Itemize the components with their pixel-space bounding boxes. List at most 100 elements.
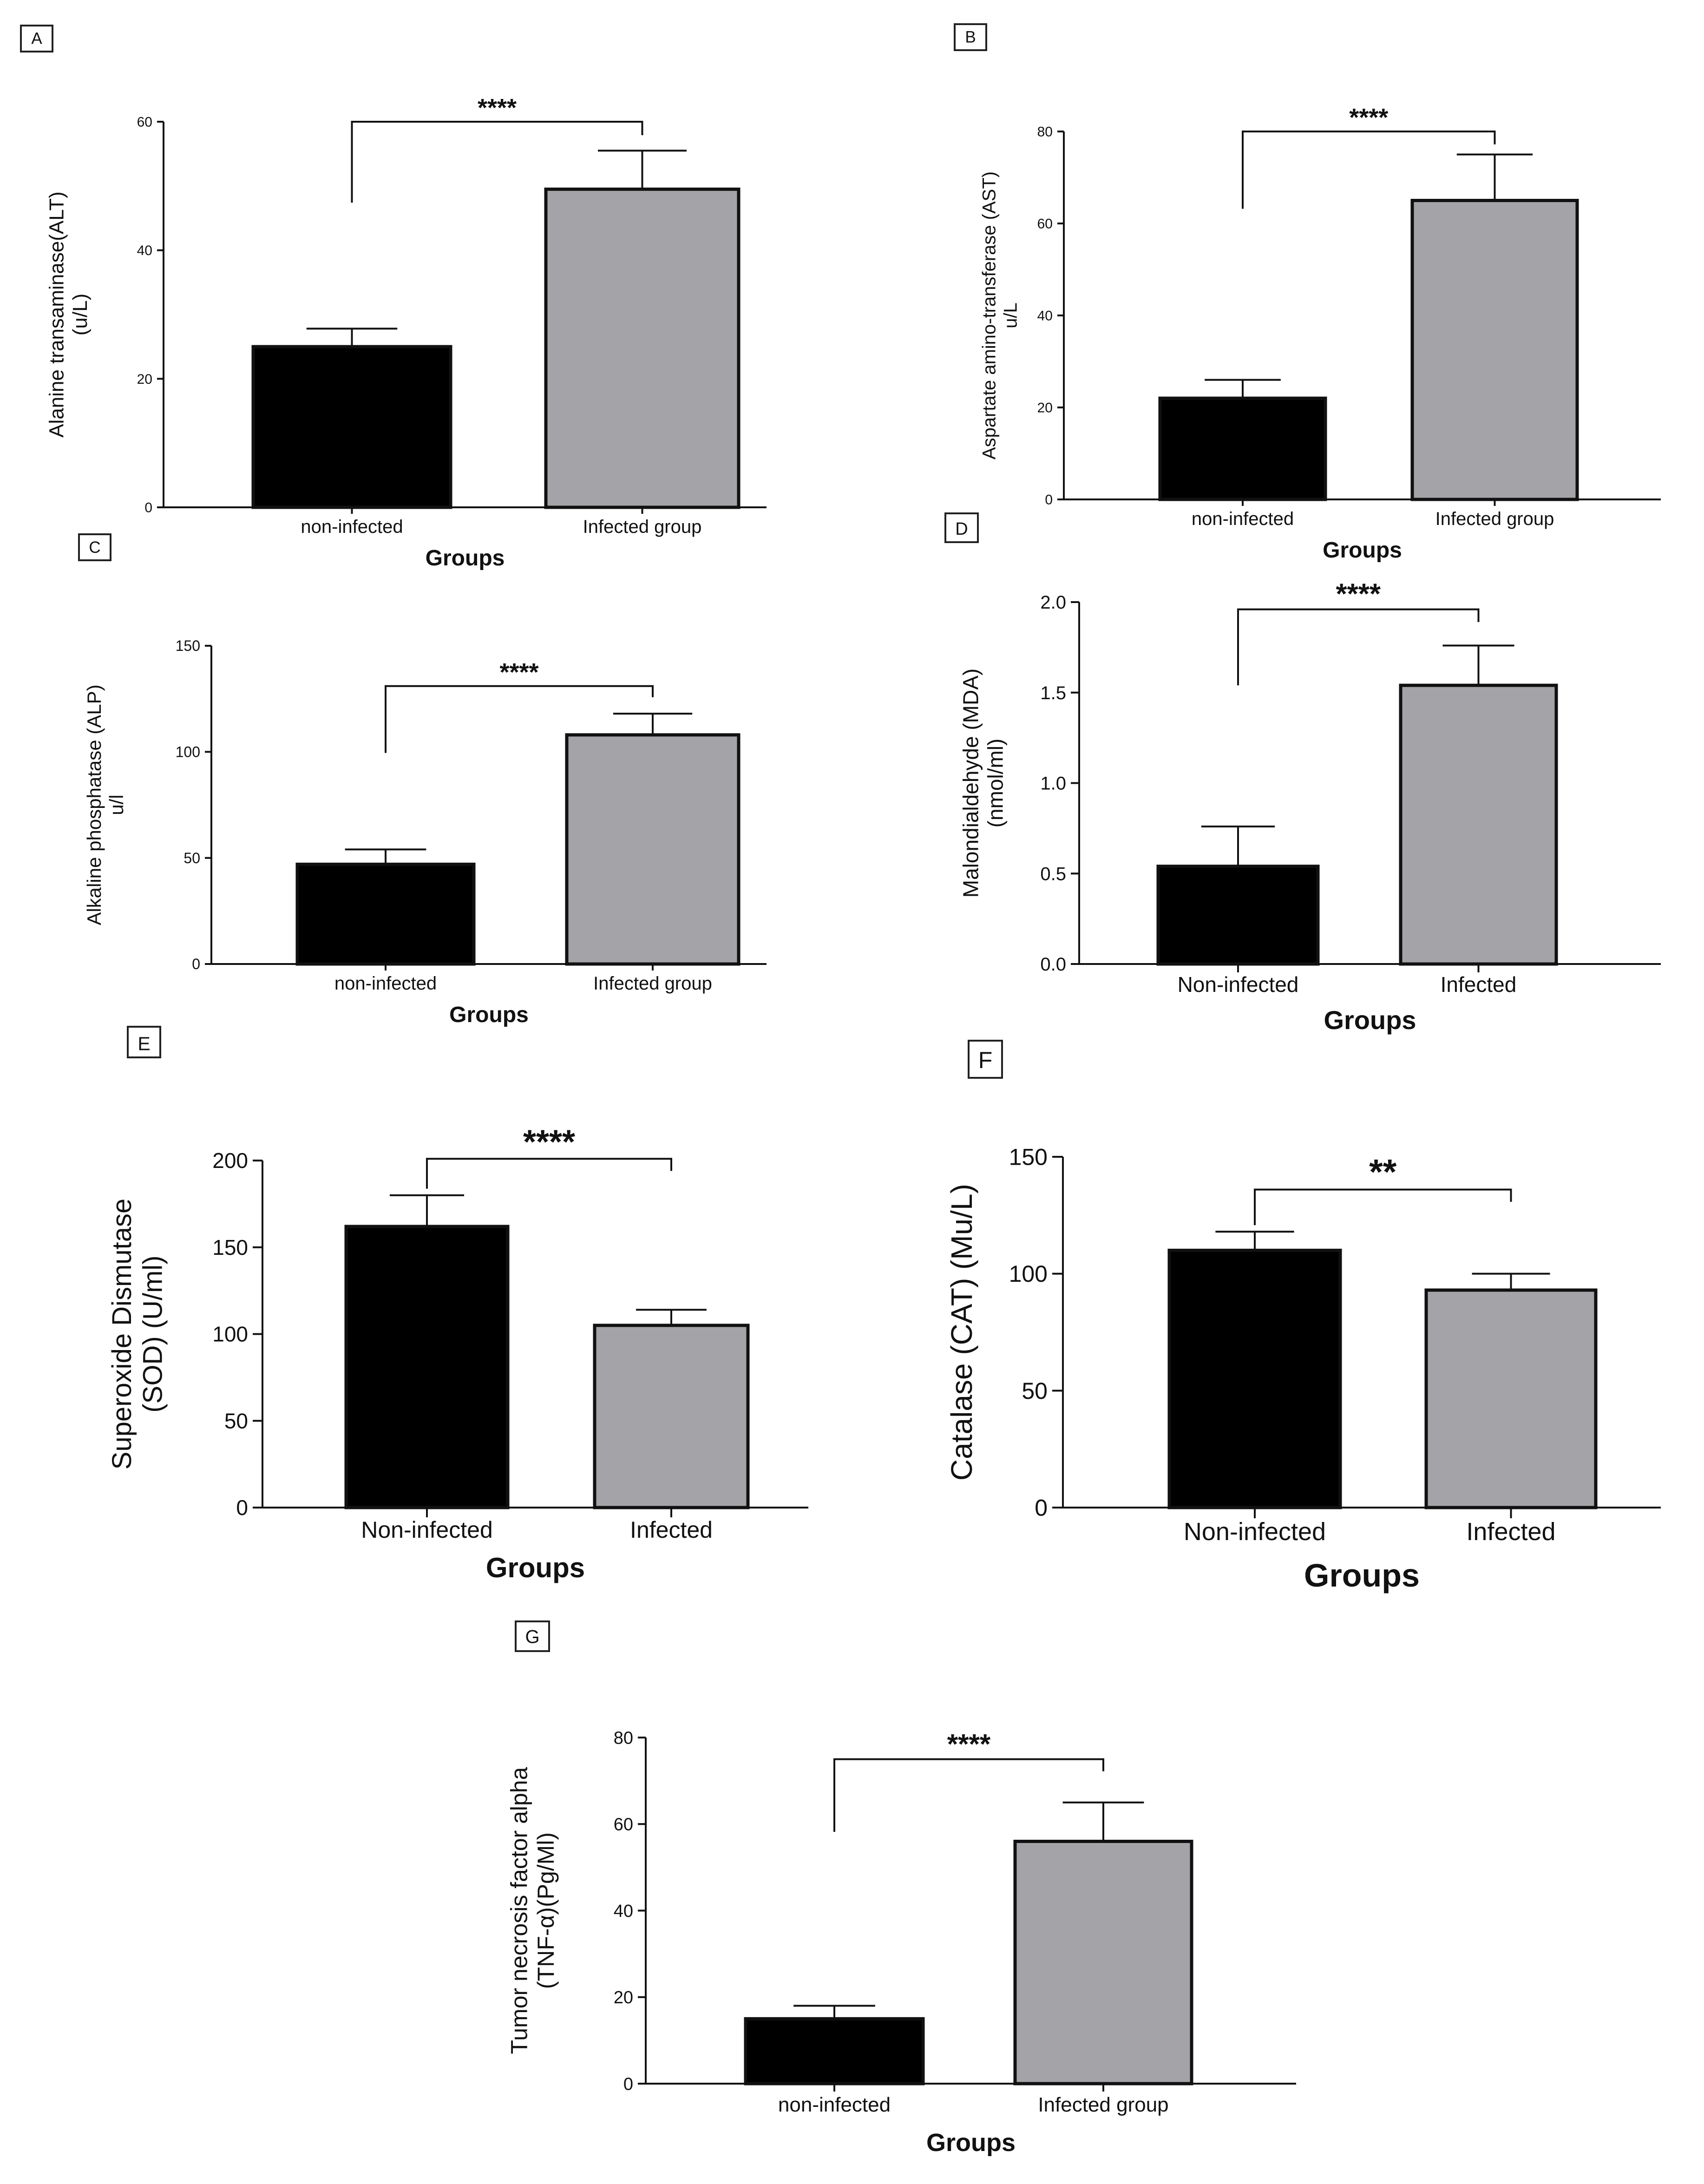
y-tick-label: 2.0 [1040, 592, 1066, 613]
x-axis-title: Groups [1324, 1005, 1416, 1035]
bar-infected [1013, 1840, 1193, 2086]
y-tick-label: 40 [614, 1902, 633, 1921]
y-tick-label: 50 [184, 850, 200, 866]
bar-infected [1399, 683, 1558, 966]
category-label: Infected [1441, 972, 1517, 997]
y-axis-title: Superoxide Dismutase [107, 1199, 137, 1470]
panel-f: F 0 50 100 150 Non-infected Infected ** Groups Ca… [945, 1040, 1661, 1594]
significance-stars: **** [947, 1729, 991, 1760]
y-tick-label: 100 [176, 744, 200, 761]
panel-label-box [127, 1026, 161, 1058]
y-tick-label: 20 [614, 1988, 633, 2007]
panel-a: A 0 20 40 60 non-infected Infected group **** Gr… [20, 25, 767, 571]
y-axis-title: Catalase (CAT) (Mu/L) [945, 1184, 978, 1481]
y-axis-title: u/L [1001, 302, 1021, 328]
y-axis-title: (u/L) [69, 294, 92, 335]
significance-stars: **** [1349, 104, 1388, 131]
y-tick-label: 60 [1037, 216, 1053, 232]
significance-bracket [1242, 131, 1496, 209]
category-label: Non-infected [361, 1517, 493, 1543]
y-tick-label: 0 [192, 956, 200, 972]
panel-d: D 0.0 0.5 1.0 1.5 2.0 Non-infected Infected ****… [944, 512, 1661, 1035]
y-tick-label: 20 [1037, 400, 1053, 416]
y-tick-label: 0 [144, 500, 152, 516]
y-axis-title: (TNF-α)(Pg/Ml) [533, 1832, 559, 1989]
category-label: non-infected [778, 2093, 891, 2116]
y-axis-title: u/l [105, 794, 127, 815]
y-tick-label: 200 [212, 1148, 248, 1173]
panel-label-box [954, 23, 987, 51]
panel-b: B 0 20 40 60 80 non-infected Infected group ****… [954, 23, 1661, 563]
y-tick-label: 0 [1045, 492, 1053, 508]
y-axis-title: Aspartate amino-transferase (AST) [979, 171, 1000, 459]
significance-bracket [833, 1758, 1104, 1832]
y-axis-title: Alkaline phosphatase (ALP) [83, 684, 105, 925]
significance-bracket [385, 685, 654, 753]
y-tick-label: 80 [614, 1728, 633, 1748]
y-tick-label: 0.0 [1040, 954, 1066, 975]
x-axis-title: Groups [926, 2129, 1016, 2157]
category-label: non-infected [1192, 509, 1294, 529]
y-tick-label: 20 [137, 372, 152, 387]
panel-letter: B [965, 28, 976, 46]
bar-infected [565, 733, 741, 966]
significance-bracket [426, 1158, 672, 1189]
bar-control [1167, 1248, 1342, 1509]
x-axis-title: Groups [1323, 538, 1402, 563]
panel-e: E 0 50 100 150 200 Non-infected Infected **** Gro… [107, 1026, 808, 1583]
y-tick-label: 60 [137, 115, 152, 130]
category-label: non-infected [301, 517, 403, 537]
panel-letter: E [138, 1033, 150, 1054]
y-tick-label: 0 [623, 2074, 633, 2094]
y-tick-label: 40 [1037, 308, 1053, 324]
panel-label-box [968, 1040, 1003, 1079]
category-label: Infected group [593, 973, 712, 994]
panel-label-box [78, 533, 111, 561]
category-label: Non-infected [1184, 1518, 1326, 1546]
bar-infected [1424, 1288, 1598, 1509]
y-axis-title: Alanine transaminase(ALT) [45, 191, 68, 438]
category-label: Infected group [1038, 2093, 1168, 2116]
category-label: Infected group [1435, 509, 1554, 529]
y-tick-label: 150 [1009, 1144, 1048, 1170]
panel-g: G 0 20 40 60 80 non-infected Infected group ****… [506, 1620, 1296, 2157]
bar-control [744, 2017, 925, 2086]
bar-control [344, 1225, 510, 1509]
category-label: Infected group [583, 517, 702, 537]
y-tick-label: 50 [224, 1409, 248, 1433]
y-tick-label: 50 [1022, 1378, 1048, 1404]
y-tick-label: 0.5 [1040, 864, 1066, 884]
x-axis-title: Groups [1304, 1557, 1420, 1594]
significance-stars: **** [478, 94, 517, 122]
significance-stars: **** [523, 1123, 575, 1161]
significance-stars: **** [1336, 578, 1381, 610]
panel-label-box [20, 25, 53, 52]
bar-control [1158, 396, 1327, 501]
category-label: Infected [1466, 1518, 1555, 1546]
y-axis-title: (SOD) (U/ml) [138, 1255, 168, 1412]
significance-bracket [351, 121, 643, 203]
y-axis-title: Tumor necrosis factor alpha [506, 1767, 532, 2054]
category-label: non-infected [334, 973, 437, 994]
panel-letter: F [978, 1047, 993, 1073]
y-tick-label: 0 [236, 1495, 248, 1520]
category-label: Non-infected [1178, 972, 1299, 997]
significance-bracket [1237, 608, 1480, 686]
x-axis-title: Groups [486, 1552, 585, 1583]
y-tick-label: 1.5 [1040, 683, 1066, 703]
y-tick-label: 80 [1037, 125, 1053, 140]
y-tick-label: 0 [1035, 1495, 1048, 1521]
y-tick-label: 150 [212, 1235, 248, 1259]
y-axis-title: Malondialdehyde (MDA) [959, 669, 983, 898]
panel-letter: A [31, 29, 42, 47]
bar-infected [544, 187, 741, 509]
panel-label-box [515, 1620, 550, 1652]
panel-letter: C [89, 538, 100, 557]
x-axis-title: Groups [426, 546, 505, 571]
y-tick-label: 40 [137, 243, 152, 258]
panel-c: C 0 50 100 150 non-infected Infected group ****… [78, 533, 767, 1027]
y-tick-label: 100 [212, 1322, 248, 1346]
category-label: Infected [630, 1517, 713, 1543]
x-axis-title: Groups [449, 1003, 529, 1027]
